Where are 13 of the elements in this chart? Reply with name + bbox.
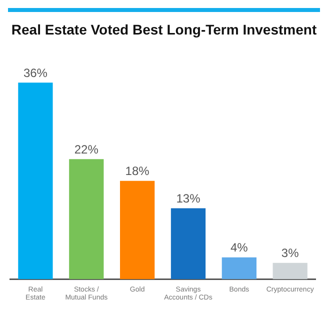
data-label: 22% <box>74 142 99 156</box>
bar <box>18 82 53 280</box>
bar <box>69 159 104 280</box>
bar <box>272 262 308 280</box>
data-label: 36% <box>23 66 48 80</box>
bar <box>222 257 256 280</box>
bar <box>120 180 155 280</box>
bar <box>170 208 206 280</box>
data-label: 13% <box>176 192 201 206</box>
chart-title: Real Estate Voted Best Long-Term Investment <box>11 21 317 38</box>
data-label: 3% <box>281 246 300 260</box>
data-label: 4% <box>230 240 248 255</box>
data-label: 18% <box>125 164 150 178</box>
